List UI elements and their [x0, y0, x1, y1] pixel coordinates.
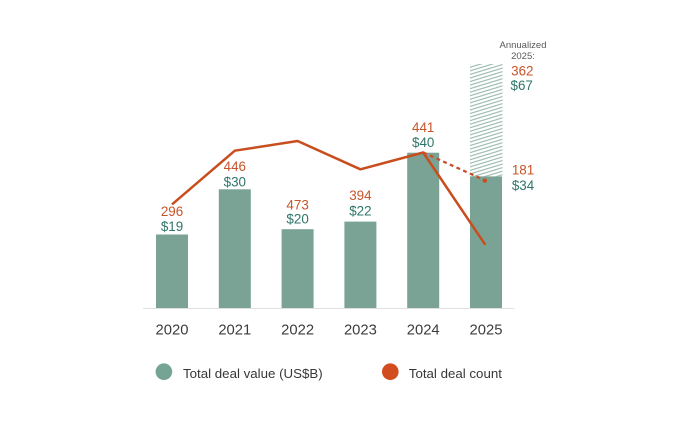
svg-text:2022: 2022: [281, 323, 314, 339]
svg-text:2024: 2024: [407, 323, 440, 339]
svg-text:$34: $34: [512, 178, 535, 193]
svg-text:296: 296: [161, 204, 183, 219]
svg-text:$67: $67: [511, 78, 533, 93]
svg-text:Total deal count: Total deal count: [409, 366, 502, 381]
svg-text:$40: $40: [412, 135, 434, 150]
svg-text:Total deal value (US$B): Total deal value (US$B): [183, 366, 323, 381]
svg-text:446: 446: [224, 159, 246, 174]
svg-text:$30: $30: [224, 174, 246, 189]
svg-text:$22: $22: [349, 204, 371, 219]
svg-text:2025: 2025: [470, 323, 503, 339]
svg-text:2023: 2023: [344, 323, 377, 339]
svg-text:441: 441: [412, 120, 434, 135]
svg-text:2020: 2020: [156, 323, 189, 339]
svg-text:2021: 2021: [218, 323, 251, 339]
svg-text:$19: $19: [161, 219, 183, 234]
svg-text:473: 473: [286, 198, 308, 213]
svg-text:394: 394: [349, 188, 372, 203]
svg-text:$20: $20: [286, 212, 308, 227]
svg-text:181: 181: [512, 163, 534, 178]
svg-text:2025:: 2025:: [511, 51, 535, 62]
svg-text:362: 362: [511, 64, 533, 79]
svg-text:Annualized: Annualized: [499, 40, 546, 51]
